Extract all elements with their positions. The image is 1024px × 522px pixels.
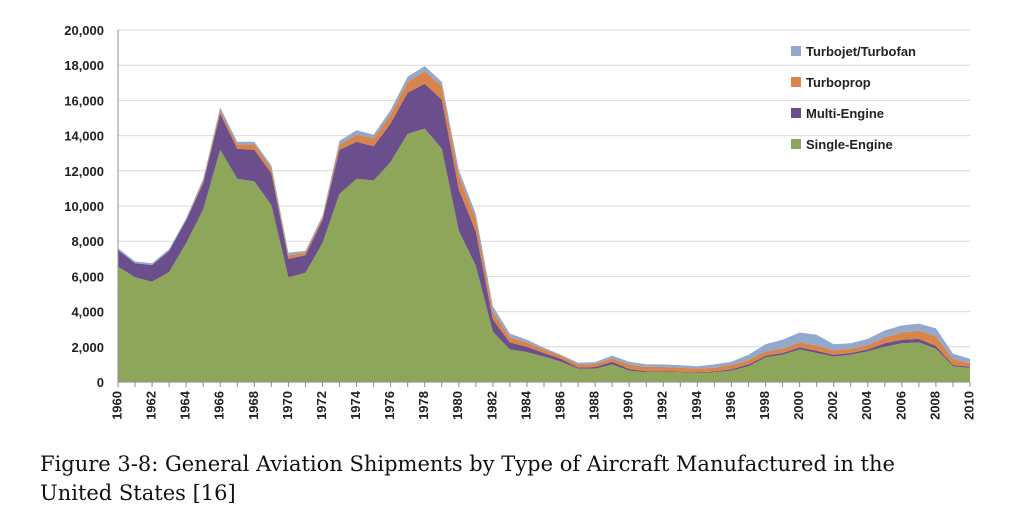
x-tick-label: 1964 bbox=[178, 390, 193, 420]
x-tick-label: 2006 bbox=[893, 391, 908, 420]
x-tick-label: 2004 bbox=[859, 390, 874, 420]
caption-line-2: United States [16] bbox=[40, 481, 236, 505]
x-tick-label: 1962 bbox=[144, 391, 159, 420]
x-tick-label: 1984 bbox=[518, 390, 533, 420]
legend-label: Turbojet/Turbofan bbox=[806, 44, 916, 59]
legend-swatch bbox=[791, 77, 801, 87]
x-tick-label: 1968 bbox=[246, 391, 261, 420]
y-tick-label: 14,000 bbox=[64, 129, 104, 144]
legend-label: Turboprop bbox=[806, 75, 871, 90]
area-single-engine bbox=[118, 128, 970, 382]
x-tick-label: 1988 bbox=[587, 391, 602, 420]
legend-label: Multi-Engine bbox=[806, 106, 884, 121]
x-tick-label: 1996 bbox=[723, 391, 738, 420]
x-tick-label: 1976 bbox=[382, 391, 397, 420]
y-tick-label: 6,000 bbox=[71, 269, 104, 284]
y-tick-label: 18,000 bbox=[64, 58, 104, 73]
legend-label: Single-Engine bbox=[806, 137, 893, 152]
x-tick-label: 1994 bbox=[689, 390, 704, 420]
x-tick-label: 1990 bbox=[621, 391, 636, 420]
area-multi-engine bbox=[118, 83, 970, 374]
figure-caption: Figure 3-8: General Aviation Shipments b… bbox=[40, 450, 1000, 508]
y-tick-label: 0 bbox=[97, 375, 104, 390]
y-tick-label: 8,000 bbox=[71, 234, 104, 249]
area-turboprop bbox=[118, 71, 970, 373]
x-tick-label: 1992 bbox=[655, 391, 670, 420]
area-series bbox=[118, 66, 970, 382]
x-tick-label: 1998 bbox=[757, 391, 772, 420]
x-tick-label: 1972 bbox=[314, 391, 329, 420]
y-tick-label: 20,000 bbox=[64, 23, 104, 38]
x-tick-label: 1974 bbox=[348, 390, 363, 420]
x-tick-label: 1970 bbox=[280, 391, 295, 420]
x-tick-label: 2002 bbox=[825, 391, 840, 420]
y-tick-label: 4,000 bbox=[71, 305, 104, 320]
x-axis-ticks: 1960 1962 1964 1966 1968 1970 1972 1974 1976 1978… bbox=[109, 382, 976, 420]
y-tick-label: 2,000 bbox=[71, 340, 104, 355]
x-tick-label: 1966 bbox=[212, 391, 227, 420]
legend-swatch bbox=[791, 108, 801, 118]
x-tick-label: 1960 bbox=[109, 391, 124, 420]
stacked-area-chart: 0 2,000 4,000 6,000 8,000 10,000 12,000 14,000 1… bbox=[64, 23, 976, 420]
caption-line-1: Figure 3-8: General Aviation Shipments b… bbox=[40, 452, 895, 476]
x-tick-label: 1982 bbox=[484, 391, 499, 420]
y-tick-label: 12,000 bbox=[64, 164, 104, 179]
x-tick-label: 1980 bbox=[450, 391, 465, 420]
y-axis-ticks: 0 2,000 4,000 6,000 8,000 10,000 12,000 14,000 1… bbox=[64, 23, 104, 390]
x-tick-label: 2008 bbox=[927, 391, 942, 420]
x-tick-label: 2010 bbox=[961, 391, 976, 420]
x-tick-label: 1978 bbox=[416, 391, 431, 420]
legend-swatch bbox=[791, 46, 801, 56]
x-tick-label: 2000 bbox=[791, 391, 806, 420]
legend: Turbojet/Turbofan Turboprop Multi-Engine Si… bbox=[791, 44, 916, 152]
x-tick-label: 1986 bbox=[552, 391, 567, 420]
legend-swatch bbox=[791, 139, 801, 149]
y-tick-label: 10,000 bbox=[64, 199, 104, 214]
y-tick-label: 16,000 bbox=[64, 93, 104, 108]
